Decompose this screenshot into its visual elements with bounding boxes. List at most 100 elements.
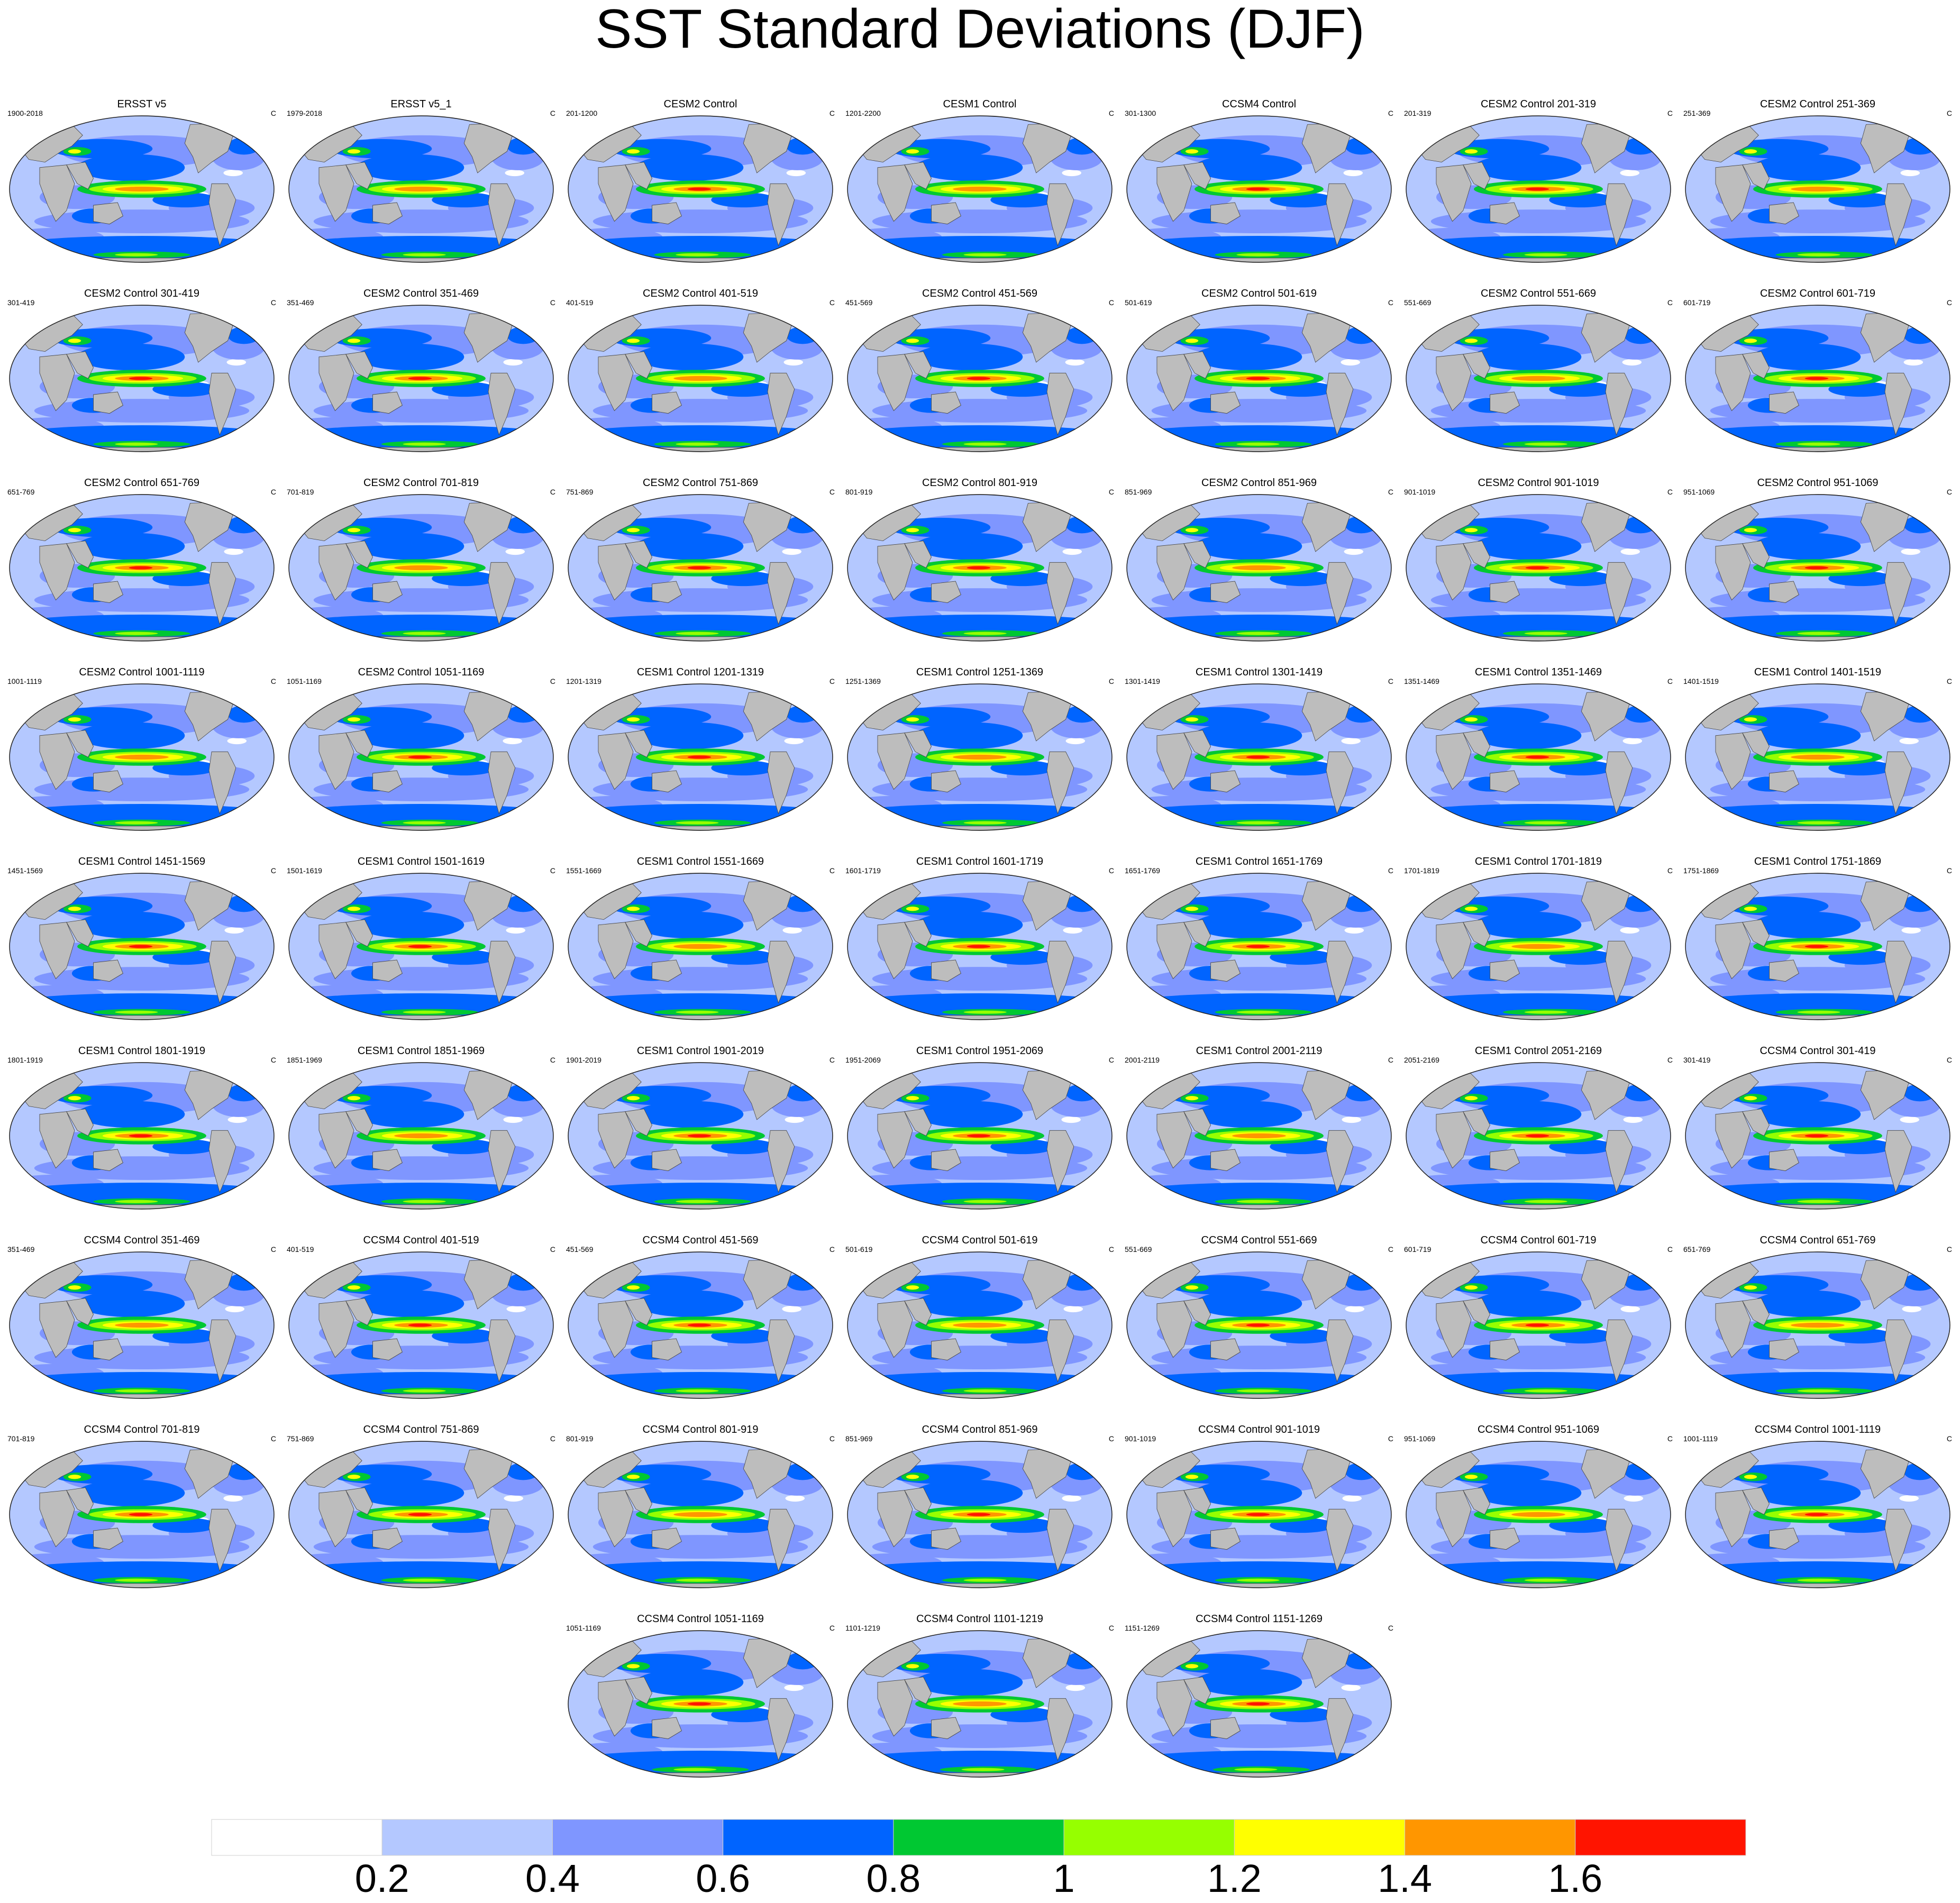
map-panel: CCSM4 Control 1001-1119 1001-1119 C bbox=[1680, 1423, 1955, 1593]
world-map bbox=[847, 1251, 1113, 1399]
land-mass bbox=[1366, 876, 1389, 891]
world-map bbox=[847, 494, 1113, 642]
panel-unit: C bbox=[550, 677, 555, 685]
world-map bbox=[568, 494, 833, 642]
land-mass bbox=[652, 1717, 682, 1740]
land-mass bbox=[10, 258, 274, 262]
land-mass bbox=[598, 1490, 634, 1548]
land-mass bbox=[931, 1149, 961, 1172]
world-map bbox=[847, 1630, 1113, 1778]
panel-year-range: 1901-2019 bbox=[566, 1056, 601, 1064]
panel-year-range: 1001-1119 bbox=[1683, 1434, 1718, 1443]
land-mass bbox=[39, 354, 75, 411]
panel-unit: C bbox=[1108, 109, 1114, 117]
panel-year-range: 1201-2200 bbox=[845, 109, 881, 117]
map-panel: CCSM4 Control 951-1069 951-1069 C bbox=[1401, 1423, 1676, 1593]
land-mass bbox=[345, 1298, 373, 1326]
map-outline bbox=[847, 683, 1113, 831]
land-mass bbox=[1685, 1015, 1950, 1020]
land-mass bbox=[345, 919, 373, 947]
map-panel: CCSM4 Control 1051-1169 1051-1169 C bbox=[563, 1613, 838, 1782]
panel-year-range: 1401-1519 bbox=[1683, 677, 1719, 685]
land-mass bbox=[1366, 1065, 1389, 1080]
panel-year-range: 551-669 bbox=[1404, 298, 1432, 307]
world-map bbox=[1406, 1062, 1671, 1210]
land-mass bbox=[66, 1109, 94, 1137]
panel-unit: C bbox=[829, 866, 835, 875]
land-mass bbox=[1127, 1772, 1391, 1777]
land-mass bbox=[1605, 1130, 1633, 1193]
land-mass bbox=[528, 497, 551, 512]
map-outline bbox=[1406, 1062, 1671, 1210]
panel-unit: C bbox=[270, 1056, 276, 1064]
panel-title: CESM1 Control 2051-2169 bbox=[1474, 1045, 1602, 1057]
land-mass bbox=[1715, 164, 1751, 222]
map-outline bbox=[9, 683, 275, 831]
land-mass bbox=[93, 770, 123, 793]
map-outline bbox=[288, 494, 554, 642]
panel-year-range: 1751-1869 bbox=[1683, 866, 1719, 875]
land-mass bbox=[1210, 1717, 1241, 1740]
colorbar-swatch bbox=[893, 1819, 1064, 1856]
panel-title: CESM1 Control 1951-2069 bbox=[916, 1045, 1044, 1057]
panel-title: CESM2 Control 901-1019 bbox=[1478, 477, 1599, 489]
panel-title: ERSST v5_1 bbox=[390, 98, 452, 110]
land-mass bbox=[1436, 1111, 1472, 1169]
land-mass bbox=[904, 1677, 932, 1705]
land-mass bbox=[289, 636, 553, 641]
panel-unit: C bbox=[1108, 488, 1114, 496]
panel-title: CCSM4 Control 951-1069 bbox=[1477, 1424, 1600, 1435]
map-panel: CESM2 Control 1001-1119 1001-1119 C bbox=[4, 666, 279, 835]
land-mass bbox=[1925, 1065, 1947, 1080]
map-panel: CESM2 Control 301-419 301-419 C bbox=[4, 287, 279, 456]
panel-unit: C bbox=[1108, 1245, 1114, 1254]
world-map bbox=[288, 1062, 554, 1210]
panel-unit: C bbox=[1108, 1434, 1114, 1443]
land-mass bbox=[652, 1149, 682, 1172]
panel-year-range: 1851-1969 bbox=[287, 1056, 322, 1064]
land-mass bbox=[1742, 730, 1770, 758]
world-map bbox=[1685, 494, 1950, 642]
figure-title: SST Standard Deviations (DJF) bbox=[595, 0, 1365, 60]
panel-title: CESM2 Control 601-719 bbox=[1760, 288, 1875, 299]
panel-title: CESM1 Control 1301-1419 bbox=[1195, 666, 1323, 678]
land-mass bbox=[625, 1487, 653, 1515]
land-mass bbox=[652, 202, 682, 225]
land-mass bbox=[1156, 164, 1192, 222]
land-mass bbox=[1645, 1444, 1668, 1459]
land-mass bbox=[1605, 940, 1633, 1004]
land-mass bbox=[1210, 770, 1241, 793]
panel-year-range: 1979-2018 bbox=[287, 109, 322, 117]
panel-year-range: 1201-1319 bbox=[566, 677, 601, 685]
map-outline bbox=[288, 115, 554, 263]
land-mass bbox=[66, 730, 94, 758]
panel-title: CESM2 Control 251-369 bbox=[1760, 98, 1875, 110]
land-mass bbox=[877, 164, 913, 222]
land-mass bbox=[1645, 687, 1668, 701]
land-mass bbox=[847, 1583, 1112, 1588]
land-mass bbox=[1406, 447, 1671, 452]
map-panel: CCSM4 Control 351-469 351-469 C bbox=[4, 1234, 279, 1403]
panel-unit: C bbox=[1946, 298, 1952, 307]
land-mass bbox=[598, 164, 634, 222]
map-outline bbox=[1685, 1251, 1950, 1399]
panel-title: CCSM4 Control 401-519 bbox=[363, 1234, 479, 1246]
land-mass bbox=[39, 543, 75, 601]
land-mass bbox=[1326, 372, 1354, 436]
land-mass bbox=[66, 1298, 94, 1326]
panel-year-range: 401-519 bbox=[566, 298, 594, 307]
land-mass bbox=[289, 1204, 553, 1209]
land-mass bbox=[372, 581, 403, 603]
map-panel: CESM1 Control 1301-1419 1301-1419 C bbox=[1122, 666, 1397, 835]
map-panel: CESM1 Control 1201-1319 1201-1319 C bbox=[563, 666, 838, 835]
world-map bbox=[568, 1441, 833, 1588]
land-mass bbox=[1366, 1633, 1389, 1648]
land-mass bbox=[1645, 1065, 1668, 1080]
land-mass bbox=[345, 1109, 373, 1137]
land-mass bbox=[568, 636, 833, 641]
map-panel: CCSM4 Control 451-569 451-569 C bbox=[563, 1234, 838, 1403]
map-outline bbox=[1126, 305, 1392, 452]
land-mass bbox=[931, 770, 961, 793]
panel-year-range: 651-769 bbox=[7, 488, 35, 496]
panel-title: CESM1 Control 2001-2119 bbox=[1196, 1045, 1323, 1057]
